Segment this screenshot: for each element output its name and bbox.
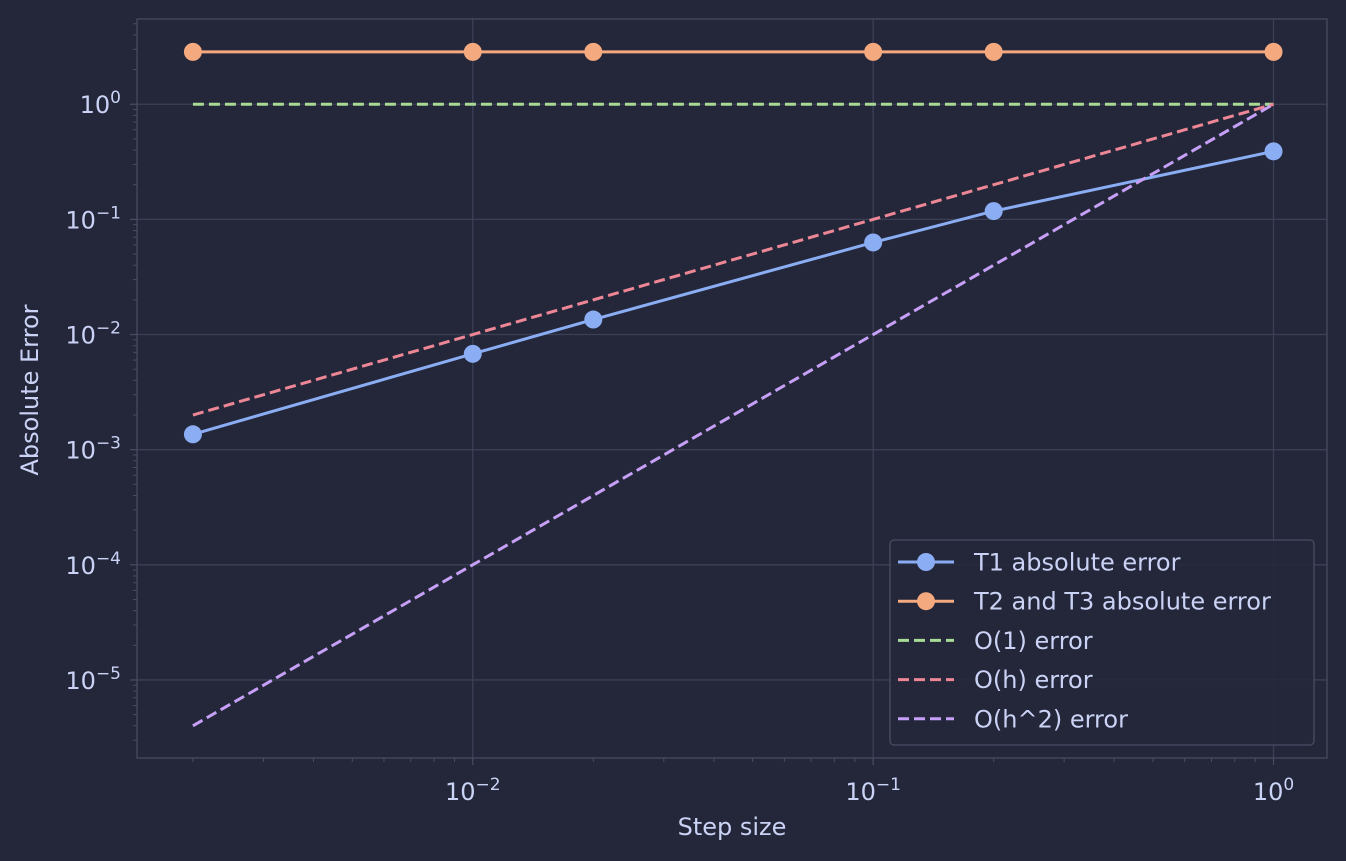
y-tick-label-exponent: −4 (96, 549, 121, 569)
x-tick-label-base: 10 (845, 778, 876, 806)
legend-label-1: T2 and T3 absolute error (973, 588, 1271, 616)
y-tick-label-exponent: −3 (96, 434, 121, 454)
x-axis-label: Step size (678, 813, 787, 841)
x-tick-label-exponent: 0 (1283, 775, 1294, 795)
y-tick-label: 10−4 (65, 549, 121, 580)
y-tick-label-exponent: −5 (96, 664, 121, 684)
legend-label-2: O(1) error (974, 627, 1093, 655)
y-tick-label-exponent: −2 (96, 319, 121, 339)
y-tick-label: 100 (80, 88, 121, 119)
data-point-0-1 (463, 344, 482, 363)
y-axis-label: Absolute Error (16, 304, 44, 475)
legend-box (889, 539, 1315, 746)
x-tick-label-base: 10 (1253, 778, 1284, 806)
series-line-0 (192, 149, 1274, 436)
data-point-1-2 (584, 42, 603, 61)
x-tick-label: 10−2 (445, 775, 501, 806)
y-tick-label-exponent: 0 (110, 88, 121, 108)
y-tick-label-base: 10 (65, 437, 96, 465)
y-tick-label-base: 10 (80, 91, 111, 119)
legend-label-4: O(h^2) error (974, 705, 1128, 733)
y-tick-label: 10−3 (65, 434, 121, 465)
y-tick-label: 10−2 (65, 319, 121, 350)
legend-label-3: O(h) error (974, 666, 1093, 694)
minor-ticks (133, 23, 1256, 762)
y-tick-label: 10−1 (65, 203, 121, 234)
x-tick-label-exponent: −1 (876, 775, 901, 795)
data-point-1-4 (984, 42, 1003, 61)
data-point-0-2 (584, 310, 603, 329)
legend: T1 absolute error T2 and T3 absolute erro… (889, 539, 1315, 746)
data-point-1-1 (463, 42, 482, 61)
grid (137, 19, 1327, 758)
y-tick-label-base: 10 (65, 322, 96, 350)
x-tick-label-base: 10 (445, 778, 476, 806)
data-point-0-4 (984, 202, 1003, 221)
x-tick-label: 100 (1253, 775, 1294, 806)
data-point-0-0 (183, 425, 202, 444)
x-tick-label-exponent: −2 (476, 775, 501, 795)
data-point-1-3 (864, 42, 883, 61)
y-tick-label-exponent: −1 (96, 203, 121, 223)
y-tick-label: 10−5 (65, 664, 121, 695)
y-tick-label-base: 10 (65, 552, 96, 580)
x-tick-label: 10−1 (845, 775, 901, 806)
data-point-0-3 (864, 233, 883, 252)
x-axis-ticks: 10−2 10−1 100 (445, 758, 1294, 806)
series-layer (183, 42, 1283, 728)
data-point-1-5 (1264, 42, 1283, 61)
legend-marker-1 (917, 592, 935, 611)
y-tick-label-base: 10 (65, 667, 96, 695)
data-point-1-0 (183, 42, 202, 61)
legend-marker-0 (917, 553, 935, 571)
data-point-0-5 (1264, 142, 1283, 161)
legend-label-0: T1 absolute error (973, 549, 1181, 577)
plot-frame (136, 18, 1328, 759)
y-tick-label-base: 10 (65, 206, 96, 234)
series-line-3 (192, 102, 1274, 417)
